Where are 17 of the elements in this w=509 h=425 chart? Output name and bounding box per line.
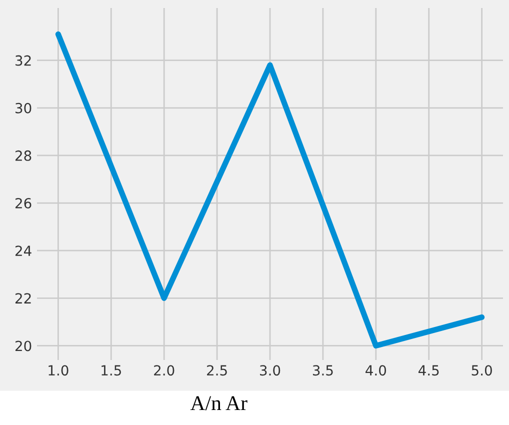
x-tick-label: 4.5 [418, 365, 439, 376]
x-tick-label: 2.0 [154, 365, 174, 376]
x-tick-label: 3.0 [260, 365, 280, 376]
y-tick-label: 30 [16, 102, 32, 114]
x-tick-label: 1.0 [48, 365, 68, 376]
x-tick-label: 3.5 [312, 365, 333, 376]
y-tick-label: 26 [15, 198, 32, 208]
y-tick-label: 28 [15, 150, 32, 161]
y-tick-label: 32 [16, 55, 31, 66]
x-tick-label: 1.5 [102, 365, 121, 376]
y-tick-label: 22 [15, 293, 31, 304]
x-tick-label: 2.5 [207, 365, 227, 376]
x-tick-label: 5.0 [472, 365, 492, 376]
y-tick-label: 24 [15, 246, 32, 256]
y-tick-label: 20 [15, 340, 32, 352]
x-tick-label: 4.0 [366, 365, 386, 376]
x-axis-title: A/n Ar [190, 396, 248, 410]
